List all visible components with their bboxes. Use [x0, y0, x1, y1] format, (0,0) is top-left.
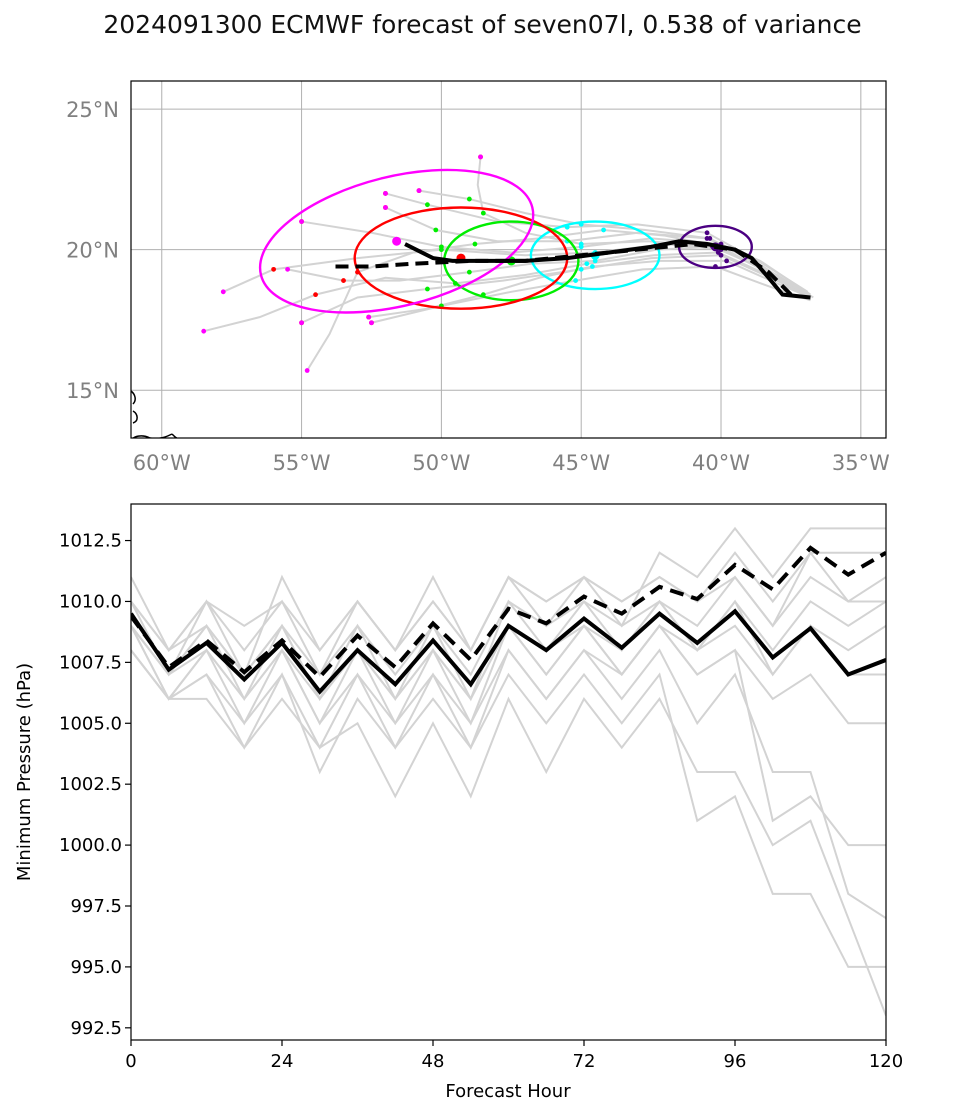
pressure-ensemble-line [131, 599, 886, 702]
position-dot-48h [578, 241, 584, 247]
map-x-tick-label: 55°W [273, 451, 331, 475]
ellipse-center-120h [392, 236, 402, 246]
position-dot-120h [304, 368, 310, 373]
position-dot-96h [313, 292, 318, 298]
x-tick-label: 72 [573, 1051, 596, 1072]
pressure-ensemble-line [131, 625, 886, 968]
position-dot-120h [299, 320, 304, 326]
ellipse-120h [258, 168, 535, 314]
land-outline [131, 390, 178, 438]
position-dot-48h [589, 264, 595, 269]
x-tick-label: 96 [724, 1051, 747, 1072]
map-y-tick-label: 15°N [66, 379, 119, 403]
position-dot-120h [383, 191, 388, 196]
position-dot-120h [201, 328, 207, 334]
ensemble-track [203, 251, 811, 333]
y-tick-label: 1002.5 [59, 774, 122, 795]
x-tick-label: 24 [271, 1051, 294, 1072]
position-dot-96h [271, 266, 277, 272]
ensemble-track [287, 245, 812, 299]
y-tick-label: 995.0 [70, 957, 122, 978]
ellipse-48h [529, 220, 661, 291]
map-frame [130, 80, 887, 439]
x-tick-label: 48 [422, 1051, 445, 1072]
position-dot-72h [466, 196, 472, 202]
position-dot-48h [601, 227, 606, 233]
position-dot-72h [433, 227, 439, 233]
position-dot-120h [299, 219, 304, 224]
y-tick-label: 1007.5 [59, 652, 122, 673]
pressure-ensemble-lines [131, 526, 886, 1016]
map-x-tick-label: 35°W [832, 451, 890, 475]
position-dot-48h [578, 266, 584, 272]
position-dot-120h [366, 314, 372, 320]
mean-track [335, 239, 811, 300]
x-tick-label: 0 [125, 1051, 136, 1072]
position-dot-120h [416, 188, 422, 194]
y-tick-label: 1012.5 [59, 531, 122, 552]
x-tick-label: 120 [869, 1051, 903, 1072]
position-dot-48h [592, 258, 598, 264]
pressure-x-ticks: 0 24 48 72 96 120 [125, 1040, 903, 1072]
map-x-tick-label: 40°W [692, 451, 750, 475]
ensemble-mean-track [404, 239, 811, 300]
y-tick-label: 1000.0 [59, 835, 122, 856]
position-dot-96h [341, 278, 346, 283]
pressure-mean-line [131, 608, 886, 695]
pressure-ensemble-line [131, 648, 886, 920]
position-dot-24h [704, 230, 710, 236]
page-title: 2024091300 ECMWF forecast of seven07l, 0… [103, 10, 862, 39]
position-dot-120h [220, 289, 226, 295]
y-tick-label: 997.5 [70, 896, 122, 917]
position-dot-48h [573, 278, 579, 283]
pressure-deterministic-line [131, 545, 886, 680]
pressure-main-lines [131, 545, 886, 695]
map-x-tick-label: 60°W [133, 451, 191, 475]
map-y-tick-label: 20°N [66, 239, 119, 263]
position-dot-120h [383, 205, 388, 210]
track-map: 60°W 55°W 50°W 45°W 40°W 35°W 15°N 20°N 25°N [66, 80, 890, 475]
pressure-frame [130, 503, 887, 1041]
position-dot-24h [715, 250, 721, 255]
position-dot-24h [724, 258, 730, 264]
position-dot-120h [285, 266, 290, 272]
position-dot-72h [466, 269, 472, 275]
map-x-ticks: 60°W 55°W 50°W 45°W 40°W 35°W [133, 451, 890, 475]
map-y-tick-label: 25°N [66, 98, 119, 122]
position-dot-72h [425, 286, 430, 292]
pressure-ensemble-line [131, 550, 886, 653]
position-dot-72h [480, 210, 486, 216]
y-tick-label: 992.5 [70, 1018, 122, 1039]
pressure-ensemble-line [131, 649, 886, 1016]
position-dot-48h [584, 261, 590, 267]
position-dot-120h [478, 154, 483, 160]
position-dot-24h [707, 236, 713, 241]
y-tick-label: 1010.0 [59, 591, 122, 612]
pressure-y-ticks: 992.5 995.0 997.5 1000.0 1002.5 1005.0 1007.5 1… [59, 531, 131, 1039]
map-x-tick-label: 50°W [412, 451, 470, 475]
position-dot-72h [472, 241, 478, 247]
map-y-ticks: 15°N 20°N 25°N [66, 98, 119, 403]
position-dot-72h [425, 202, 430, 208]
x-axis-label: Forecast Hour [445, 1081, 571, 1102]
y-axis-label: Minimum Pressure (hPa) [14, 663, 35, 881]
map-x-tick-label: 45°W [552, 451, 610, 475]
ensemble-track [371, 265, 811, 324]
position-dot-72h [438, 247, 444, 253]
y-tick-label: 1005.0 [59, 713, 122, 734]
position-dot-120h [369, 320, 374, 326]
